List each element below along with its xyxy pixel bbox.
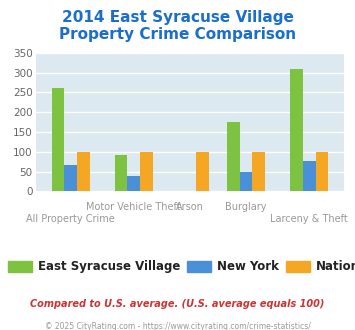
Bar [140, 152, 153, 191]
Text: Motor Vehicle Theft: Motor Vehicle Theft [87, 203, 181, 213]
Text: Compared to U.S. average. (U.S. average equals 100): Compared to U.S. average. (U.S. average … [30, 299, 325, 309]
Text: Arson: Arson [176, 203, 204, 213]
Bar [51, 88, 64, 191]
Bar [240, 172, 252, 191]
Text: All Property Crime: All Property Crime [26, 214, 115, 224]
Bar [196, 152, 209, 191]
Bar [115, 154, 127, 191]
Text: Burglary: Burglary [225, 203, 267, 213]
Text: © 2025 CityRating.com - https://www.cityrating.com/crime-statistics/: © 2025 CityRating.com - https://www.city… [45, 322, 310, 330]
Text: Larceny & Theft: Larceny & Theft [271, 214, 348, 224]
Bar [252, 152, 265, 191]
Legend: East Syracuse Village, New York, National: East Syracuse Village, New York, Nationa… [4, 255, 355, 278]
Text: 2014 East Syracuse Village
Property Crime Comparison: 2014 East Syracuse Village Property Crim… [59, 10, 296, 42]
Bar [127, 176, 140, 191]
Bar [64, 165, 77, 191]
Bar [77, 152, 89, 191]
Bar [290, 69, 303, 191]
Bar [303, 161, 316, 191]
Bar [316, 152, 328, 191]
Bar [227, 122, 240, 191]
